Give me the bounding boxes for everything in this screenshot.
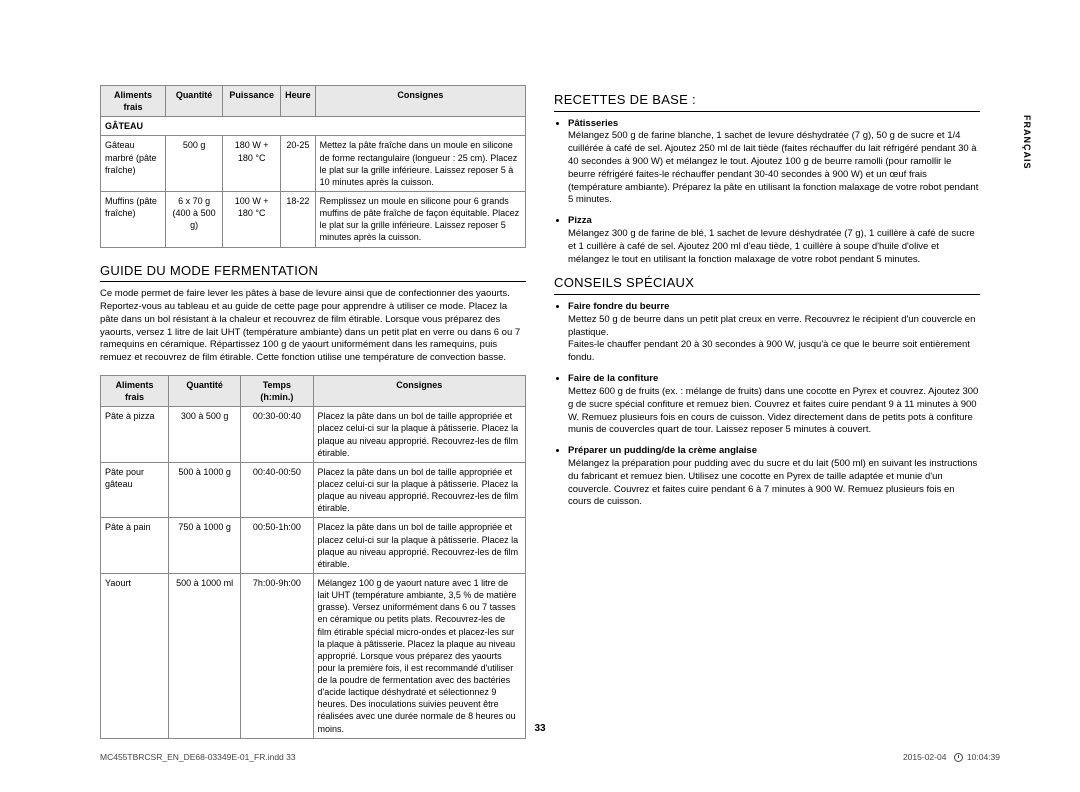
col-header: Consignes: [315, 86, 525, 117]
cell-instr: Mélangez 100 g de yaourt nature avec 1 l…: [313, 573, 526, 738]
cell-instr: Placez la pâte dans un bol de taille app…: [313, 518, 526, 574]
table-section: GÂTEAU: [101, 117, 526, 136]
table-row: Pâte à pizza300 à 500 g00:30-00:40Placez…: [101, 407, 526, 463]
cell-qty: 750 à 1000 g: [169, 518, 241, 574]
cell-qty: 300 à 500 g: [169, 407, 241, 463]
cell-food: Pâte à pizza: [101, 407, 169, 463]
cell-qty: 500 à 1000 g: [169, 462, 241, 518]
cell-food: Yaourt: [101, 573, 169, 738]
fermentation-title: GUIDE DU MODE FERMENTATION: [100, 262, 526, 283]
cell-food: Pâte à pain: [101, 518, 169, 574]
cell-instr: Placez la pâte dans un bol de taille app…: [313, 462, 526, 518]
cell-food: Gâteau marbré (pâte fraîche): [101, 136, 166, 192]
cell-power: 100 W + 180 °C: [223, 191, 281, 247]
tip-text: Faites-le chauffer pendant 20 à 30 secon…: [568, 339, 980, 365]
recipe-item: PâtisseriesMélangez 500 g de farine blan…: [568, 118, 980, 208]
footer-filename: MC455TBRCSR_EN_DE68-03349E-01_FR.indd 33: [100, 752, 296, 762]
cell-time: 00:40-00:50: [241, 462, 313, 518]
footer-time: 10:04:39: [967, 752, 1000, 762]
recipe-item: PizzaMélangez 300 g de farine de blé, 1 …: [568, 215, 980, 266]
table-row: Pâte pour gâteau500 à 1000 g00:40-00:50P…: [101, 462, 526, 518]
footer-timestamp: 2015-02-04 10:04:39: [903, 752, 1000, 762]
cell-instr: Mettez la pâte fraîche dans un moule en …: [315, 136, 525, 192]
cell-instr: Remplissez un moule en silicone pour 6 g…: [315, 191, 525, 247]
col-header: Consignes: [313, 375, 526, 406]
tips-list: Faire fondre du beurreMettez 50 g de beu…: [554, 301, 980, 509]
recipes-title: RECETTES DE BASE :: [554, 91, 980, 112]
table-row: Yaourt500 à 1000 ml7h:00-9h:00Mélangez 1…: [101, 573, 526, 738]
col-header: Heure: [281, 86, 316, 117]
tips-title: CONSEILS SPÉCIAUX: [554, 274, 980, 295]
cell-power: 180 W + 180 °C: [223, 136, 281, 192]
tip-text: Mélangez la préparation pour pudding ave…: [568, 458, 980, 509]
cell-time: 00:50-1h:00: [241, 518, 313, 574]
recipe-text: Mélangez 500 g de farine blanche, 1 sach…: [568, 130, 980, 207]
cell-qty: 500 g: [165, 136, 222, 192]
cell-qty: 6 x 70 g (400 à 500 g): [165, 191, 222, 247]
tip-text: Mettez 50 g de beurre dans un petit plat…: [568, 314, 980, 340]
language-tab: FRANÇAIS: [1022, 115, 1032, 170]
cell-food: Muffins (pâte fraîche): [101, 191, 166, 247]
recipes-list: PâtisseriesMélangez 500 g de farine blan…: [554, 118, 980, 267]
cell-instr: Placez la pâte dans un bol de taille app…: [313, 407, 526, 463]
col-header: Temps (h:min.): [241, 375, 313, 406]
cake-table: Aliments frais Quantité Puissance Heure …: [100, 85, 526, 248]
cell-time: 18-22: [281, 191, 316, 247]
tip-item: Faire fondre du beurreMettez 50 g de beu…: [568, 301, 980, 365]
recipe-name: Pâtisseries: [568, 118, 980, 131]
col-header: Quantité: [165, 86, 222, 117]
recipe-text: Mélangez 300 g de farine de blé, 1 sache…: [568, 228, 980, 266]
cell-food: Pâte pour gâteau: [101, 462, 169, 518]
right-column: RECETTES DE BASE : PâtisseriesMélangez 5…: [554, 85, 980, 753]
tip-item: Préparer un pudding/de la crème anglaise…: [568, 445, 980, 509]
tip-name: Faire fondre du beurre: [568, 301, 980, 314]
table-row: Pâte à pain750 à 1000 g00:50-1h:00Placez…: [101, 518, 526, 574]
table-row: Muffins (pâte fraîche) 6 x 70 g (400 à 5…: [101, 191, 526, 247]
fermentation-table: Aliments frais Quantité Temps (h:min.) C…: [100, 375, 526, 739]
recipe-name: Pizza: [568, 215, 980, 228]
tip-item: Faire de la confitureMettez 600 g de fru…: [568, 373, 980, 437]
table-row: Gâteau marbré (pâte fraîche) 500 g 180 W…: [101, 136, 526, 192]
tip-name: Préparer un pudding/de la crème anglaise: [568, 445, 980, 458]
tip-name: Faire de la confiture: [568, 373, 980, 386]
tip-text: Mettez 600 g de fruits (ex. : mélange de…: [568, 386, 980, 437]
col-header: Aliments frais: [101, 375, 169, 406]
cell-time: 7h:00-9h:00: [241, 573, 313, 738]
page-content: Aliments frais Quantité Puissance Heure …: [100, 85, 980, 753]
footer-date: 2015-02-04: [903, 752, 946, 762]
cell-qty: 500 à 1000 ml: [169, 573, 241, 738]
cell-time: 00:30-00:40: [241, 407, 313, 463]
col-header: Aliments frais: [101, 86, 166, 117]
page-number: 33: [534, 723, 545, 734]
col-header: Quantité: [169, 375, 241, 406]
cell-time: 20-25: [281, 136, 316, 192]
col-header: Puissance: [223, 86, 281, 117]
left-column: Aliments frais Quantité Puissance Heure …: [100, 85, 526, 753]
clock-icon: [954, 753, 963, 762]
fermentation-intro: Ce mode permet de faire lever les pâtes …: [100, 288, 526, 365]
